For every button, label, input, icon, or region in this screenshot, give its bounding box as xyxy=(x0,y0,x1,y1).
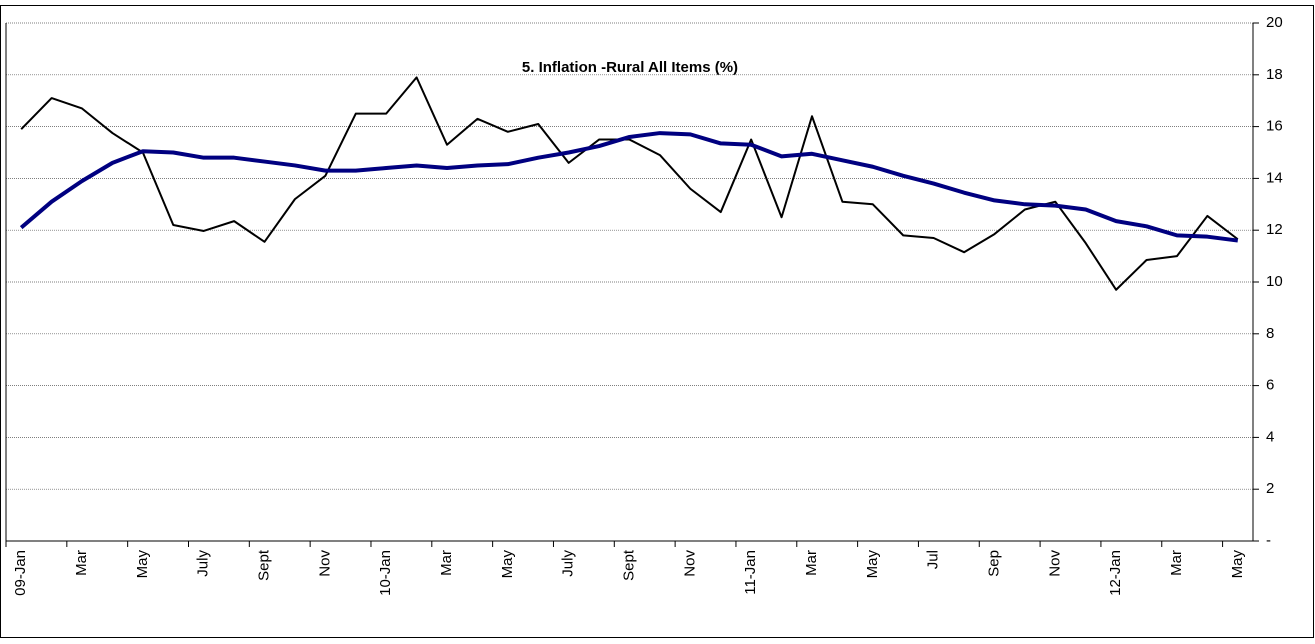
x-tick-label: 10-Jan xyxy=(377,550,394,596)
y-tick-label: 12 xyxy=(1266,221,1283,238)
x-tick-label: July xyxy=(560,550,577,577)
y-tick-label: 4 xyxy=(1266,428,1274,445)
x-tick-label: Sept xyxy=(255,549,272,581)
x-tick-label: Nov xyxy=(316,550,333,577)
series-line xyxy=(19,131,1239,243)
y-tick-label: 20 xyxy=(1266,14,1283,31)
series-line xyxy=(20,76,1239,291)
x-tick-label: Nov xyxy=(681,550,698,577)
y-tick-label: 2 xyxy=(1266,480,1274,497)
y-tick-label: 10 xyxy=(1266,273,1283,290)
x-tick-label: 12-Jan xyxy=(1107,550,1124,596)
x-tick-label: Nov xyxy=(1046,550,1063,577)
x-tick-label: Sep xyxy=(985,550,1002,577)
x-tick-label: Mar xyxy=(438,550,455,576)
x-tick-label: Sept xyxy=(620,549,637,581)
chart-title: 5. Inflation -Rural All Items (%) xyxy=(522,59,738,76)
x-tick-label: Jul xyxy=(925,550,942,569)
y-tick-label: 14 xyxy=(1266,169,1283,186)
y-tick-label: 6 xyxy=(1266,377,1274,394)
x-tick-label: 09-Jan xyxy=(12,550,29,596)
y-tick-label: 16 xyxy=(1266,118,1283,135)
x-tick-label: Mar xyxy=(1168,550,1185,576)
x-tick-label: Mar xyxy=(803,550,820,576)
x-tick-label: 11-Jan xyxy=(742,550,759,595)
y-tick-label: 18 xyxy=(1266,66,1283,83)
chart-frame xyxy=(0,5,1314,638)
y-tick-label: - xyxy=(1266,532,1271,549)
x-tick-label: May xyxy=(499,550,516,579)
y-tick-label: 8 xyxy=(1266,325,1274,342)
x-tick-label: May xyxy=(1229,550,1246,579)
x-tick-label: May xyxy=(864,550,881,579)
x-tick-label: Mar xyxy=(73,550,90,576)
x-tick-label: July xyxy=(195,550,212,577)
x-tick-label: May xyxy=(134,550,151,579)
